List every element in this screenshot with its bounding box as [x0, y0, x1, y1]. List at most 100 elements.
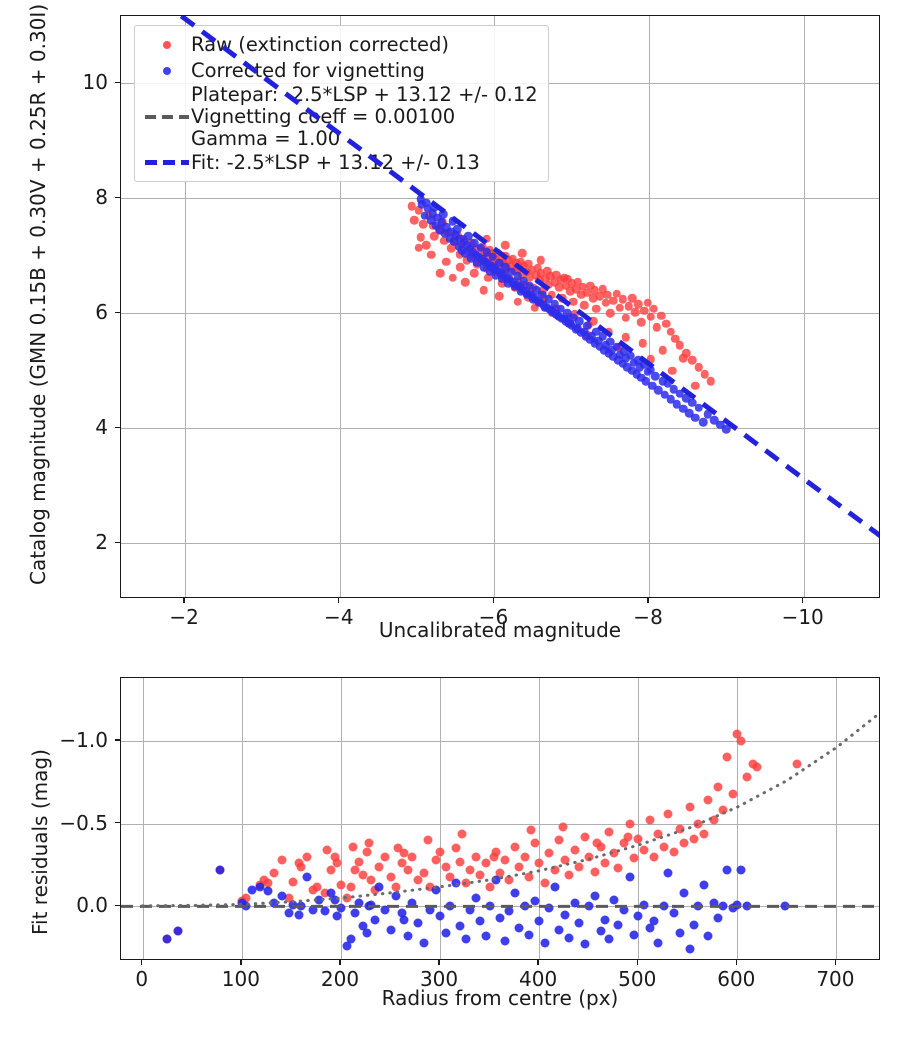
data-point [736, 736, 746, 746]
data-point [604, 827, 613, 837]
data-point [442, 257, 451, 266]
data-point [439, 210, 448, 219]
data-point [407, 898, 417, 908]
tick-mark-x [339, 960, 341, 965]
data-point [689, 834, 699, 844]
data-point [263, 886, 273, 896]
legend-key-corrected-marker [143, 60, 191, 82]
tick-label-x: 400 [519, 967, 558, 991]
tick-label-y: 4 [95, 415, 108, 440]
data-point [407, 852, 417, 862]
data-point [658, 345, 668, 355]
tick-mark-x [438, 960, 440, 965]
data-point [742, 901, 752, 911]
data-point [718, 805, 728, 815]
tick-mark-y [115, 739, 120, 741]
data-point [540, 938, 550, 948]
data-point [569, 297, 578, 306]
data-point [592, 304, 601, 313]
data-point [736, 865, 746, 875]
data-point [457, 829, 467, 839]
data-point [429, 203, 439, 212]
data-point [633, 911, 643, 921]
data-point [370, 915, 380, 925]
gridline-horizontal [121, 428, 879, 430]
data-point [471, 852, 481, 862]
data-point [399, 848, 409, 858]
data-point [453, 225, 462, 234]
data-point [554, 925, 564, 935]
data-point [560, 855, 570, 865]
data-point [653, 829, 663, 839]
data-point [451, 843, 461, 853]
data-point [629, 930, 639, 940]
tick-mark-x [537, 960, 539, 965]
tick-label-x: 200 [320, 967, 360, 991]
data-point [436, 268, 445, 278]
data-point [649, 852, 659, 862]
tick-label-y: −1.0 [59, 727, 108, 752]
gridline-horizontal [121, 543, 879, 545]
data-point [600, 915, 610, 925]
data-point [336, 903, 346, 913]
data-point [675, 928, 685, 938]
data-point [609, 848, 619, 858]
gridline-vertical [836, 678, 838, 959]
bottom-axes-frame [120, 677, 880, 960]
data-point [435, 911, 445, 921]
data-point [633, 834, 643, 844]
tick-mark-x [183, 598, 185, 603]
data-point [693, 819, 703, 829]
data-point [441, 862, 451, 872]
data-point [722, 752, 732, 762]
tick-mark-x [240, 960, 242, 965]
data-point [312, 882, 322, 892]
data-point [669, 847, 679, 857]
data-point [350, 908, 360, 918]
data-point [694, 403, 703, 412]
data-point [637, 318, 646, 327]
data-point [494, 291, 504, 301]
legend-key-platepar-dash [143, 106, 191, 128]
data-point [364, 901, 374, 911]
data-point [570, 898, 580, 908]
gridline-horizontal [121, 906, 879, 908]
data-point [691, 381, 700, 390]
data-point [413, 918, 423, 928]
data-point [441, 928, 451, 938]
data-point [479, 286, 488, 295]
data-point [510, 842, 520, 852]
data-point [560, 910, 570, 920]
data-point [481, 858, 491, 868]
data-point [639, 900, 649, 910]
data-point [679, 888, 689, 898]
legend-label-platepar: Platepar: -2.5*LSP + 13.12 +/- 0.12 Vign… [191, 83, 538, 150]
data-point [574, 862, 584, 872]
gridline-horizontal [121, 198, 879, 200]
data-point [703, 931, 713, 941]
data-point [514, 862, 524, 872]
data-point [625, 819, 635, 829]
data-point [663, 868, 673, 878]
data-point [550, 882, 560, 892]
data-point [514, 923, 524, 933]
data-point [534, 916, 544, 926]
data-point [330, 895, 340, 905]
data-point [584, 852, 594, 862]
data-point [630, 307, 640, 317]
data-point [354, 857, 364, 867]
data-point [652, 322, 662, 332]
tick-mark-x [338, 598, 340, 603]
gridline-horizontal [121, 740, 879, 742]
data-point [615, 303, 624, 312]
data-point [592, 838, 602, 848]
data-point [386, 872, 396, 882]
data-point [451, 878, 461, 888]
data-point [582, 321, 592, 331]
tick-mark-x [801, 598, 804, 603]
data-point [596, 926, 606, 936]
data-point [419, 868, 429, 878]
legend-item-fit: Fit: -2.5*LSP + 13.12 +/- 0.13 [143, 149, 538, 175]
data-point [364, 838, 374, 848]
